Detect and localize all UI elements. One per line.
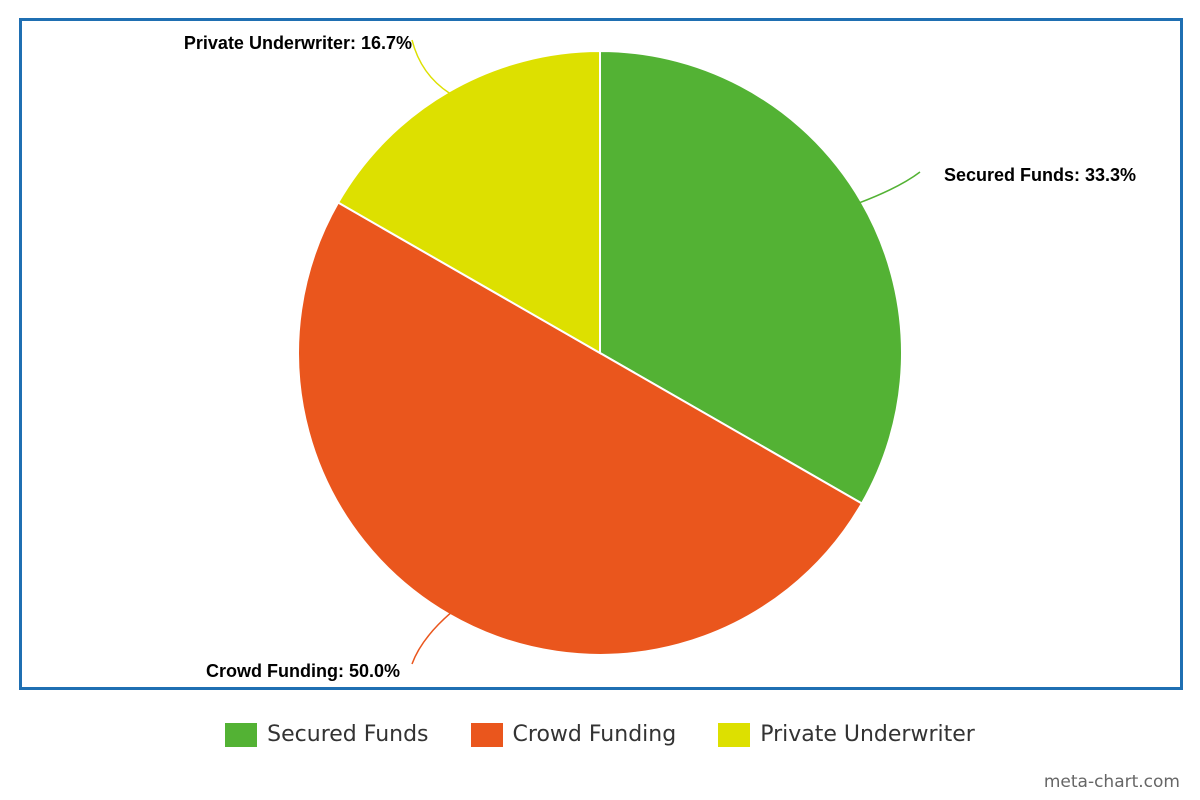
credit-link[interactable]: meta-chart.com <box>1043 772 1180 792</box>
slice-label: Crowd Funding: 50.0% <box>206 661 400 681</box>
legend-item-crowd-funding[interactable]: Crowd Funding <box>470 722 677 747</box>
connector-line <box>411 39 451 94</box>
pie-slice-private-underwriter[interactable] <box>336 49 601 355</box>
legend: Secured Funds Crowd Funding Private Unde… <box>0 722 1200 747</box>
connector-line <box>859 171 921 204</box>
legend-label: Private Underwriter <box>760 722 975 747</box>
legend-label: Crowd Funding <box>512 722 677 747</box>
slice-label: Private Underwriter: 16.7% <box>184 33 412 53</box>
legend-swatch <box>470 722 503 747</box>
slice-label: Secured Funds: 33.3% <box>944 165 1136 185</box>
legend-item-secured-funds[interactable]: Secured Funds <box>225 722 429 747</box>
legend-item-private-underwriter[interactable]: Private Underwriter <box>718 722 975 747</box>
connector-line <box>411 612 452 665</box>
legend-swatch <box>718 722 751 747</box>
legend-swatch <box>225 722 258 747</box>
legend-label: Secured Funds <box>267 722 429 747</box>
chart-frame <box>19 18 1183 690</box>
